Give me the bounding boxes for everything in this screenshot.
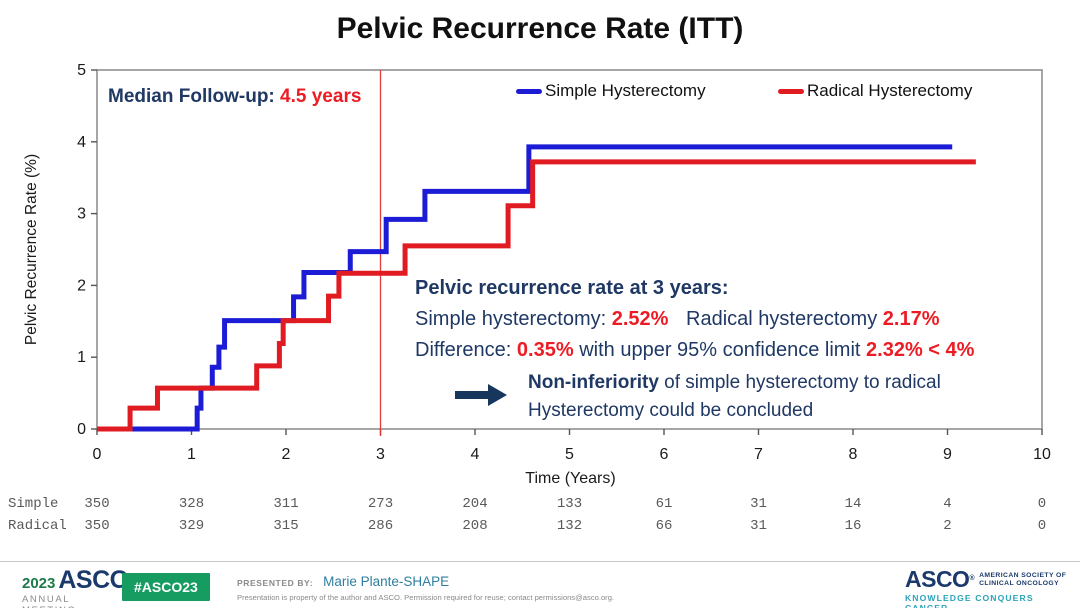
risk-count: 31 <box>750 496 767 512</box>
results-heading: Pelvic recurrence rate at 3 years: <box>415 277 729 299</box>
ci-value: 2.32% < 4% <box>866 339 975 361</box>
legend-item-simple: Simple Hysterectomy <box>516 81 706 101</box>
risk-count: 4 <box>943 496 951 512</box>
radical-result-label: Radical hysterectomy <box>686 308 878 330</box>
x-tick-label: 2 <box>282 446 291 463</box>
x-tick-label: 5 <box>565 446 574 463</box>
y-tick-label: 2 <box>77 277 86 294</box>
risk-count: 350 <box>84 518 109 534</box>
right-logo-tagline: KNOWLEDGE CONQUERS CANCER <box>905 593 1034 608</box>
x-tick-label: 7 <box>754 446 763 463</box>
hashtag-badge: #ASCO23 <box>122 573 210 601</box>
noninferiority-bold: Non-inferiority <box>528 372 659 393</box>
risk-count: 31 <box>750 518 767 534</box>
x-tick-label: 9 <box>943 446 952 463</box>
noninferiority-annotation: Non-inferiority of simple hysterectomy t… <box>528 369 941 425</box>
results-annotation: Pelvic recurrence rate at 3 years: Simpl… <box>415 273 974 366</box>
risk-count: 61 <box>656 496 673 512</box>
x-tick-label: 6 <box>660 446 669 463</box>
asco-society-logo: ASCO® AMERICAN SOCIETY OF CLINICAL ONCOL… <box>905 566 1070 608</box>
results-line2: Simple hysterectomy: 2.52% Radical hyste… <box>415 304 974 335</box>
right-arrow-icon <box>455 384 507 406</box>
asco-meeting-logo: 2023 ASCO ANNUAL MEETING <box>22 568 129 608</box>
right-logo-society: AMERICAN SOCIETY OF CLINICAL ONCOLOGY <box>979 572 1067 587</box>
right-logo-asco: ASCO® <box>905 566 975 592</box>
risk-count: 350 <box>84 496 109 512</box>
risk-count: 16 <box>845 518 862 534</box>
median-label: Median Follow-up: <box>108 86 275 107</box>
footer-divider <box>0 561 1080 562</box>
y-tick-label: 4 <box>77 134 86 151</box>
y-axis-title: Pelvic Recurrence Rate (%) <box>23 154 40 345</box>
x-axis-title: Time (Years) <box>525 470 615 487</box>
x-tick-label: 4 <box>471 446 480 463</box>
risk-count: 2 <box>943 518 951 534</box>
median-followup-annotation: Median Follow-up: 4.5 years <box>108 86 361 108</box>
risk-count: 329 <box>179 518 204 534</box>
risk-count: 133 <box>557 496 582 512</box>
x-tick-label: 3 <box>376 446 385 463</box>
risk-count: 311 <box>273 496 298 512</box>
page-title: Pelvic Recurrence Rate (ITT) <box>336 12 744 45</box>
presented-by: PRESENTED BY: Marie Plante-SHAPE <box>237 574 449 589</box>
risk-row-label: Simple <box>8 496 58 512</box>
simple-result-label: Simple hysterectomy: <box>415 308 607 330</box>
radical-legend-dash-icon <box>778 88 804 94</box>
risk-count: 286 <box>368 518 393 534</box>
legend-label-radical: Radical Hysterectomy <box>807 81 973 100</box>
logo-asco: ASCO <box>58 566 129 594</box>
legend-item-radical: Radical Hysterectomy <box>778 81 972 101</box>
risk-count: 315 <box>273 518 298 534</box>
logo-year: 2023 <box>22 575 56 592</box>
y-tick-label: 1 <box>77 349 86 366</box>
results-line3: Difference: 0.35% with upper 95% confide… <box>415 335 974 366</box>
difference-label: Difference: <box>415 339 512 361</box>
x-tick-label: 0 <box>93 446 102 463</box>
x-tick-label: 1 <box>187 446 196 463</box>
y-tick-label: 3 <box>77 206 86 223</box>
risk-count: 328 <box>179 496 204 512</box>
risk-count: 208 <box>462 518 487 534</box>
presenter-name: Marie Plante-SHAPE <box>323 574 450 589</box>
difference-value: 0.35% <box>516 339 574 361</box>
permission-disclaimer: Presentation is property of the author a… <box>237 593 615 602</box>
noninferiority-line2: Hysterectomy could be concluded <box>528 400 814 421</box>
simple-result-value: 2.52% <box>611 308 669 330</box>
radical-hysterectomy-curve <box>97 159 976 432</box>
ci-label: with upper 95% confidence limit <box>579 339 861 361</box>
risk-count: 132 <box>557 518 582 534</box>
risk-count: 0 <box>1038 518 1046 534</box>
x-tick-label: 10 <box>1033 446 1051 463</box>
risk-count: 0 <box>1038 496 1046 512</box>
risk-count: 204 <box>462 496 487 512</box>
simple-hysterectomy-curve <box>97 144 953 432</box>
y-tick-label: 5 <box>77 62 86 79</box>
simple-legend-dash-icon <box>516 88 542 94</box>
noninferiority-rest: of simple hysterectomy to radical <box>664 372 941 393</box>
logo-annual-meeting: ANNUAL MEETING <box>22 594 75 608</box>
radical-result-value: 2.17% <box>882 308 940 330</box>
presented-by-label: PRESENTED BY: <box>237 578 314 588</box>
risk-count: 14 <box>845 496 862 512</box>
x-tick-label: 8 <box>849 446 858 463</box>
median-value: 4.5 years <box>280 86 362 107</box>
km-chart: 0 1 2 3 4 5 6 7 8 9 10 Time (Years) 0 1 2 3 4 5 Pelvic Rec… <box>8 62 1051 534</box>
legend-label-simple: Simple Hysterectomy <box>545 81 706 100</box>
risk-count: 273 <box>368 496 393 512</box>
risk-count: 66 <box>656 518 673 534</box>
y-tick-label: 0 <box>77 421 86 438</box>
risk-row-label: Radical <box>8 518 67 534</box>
